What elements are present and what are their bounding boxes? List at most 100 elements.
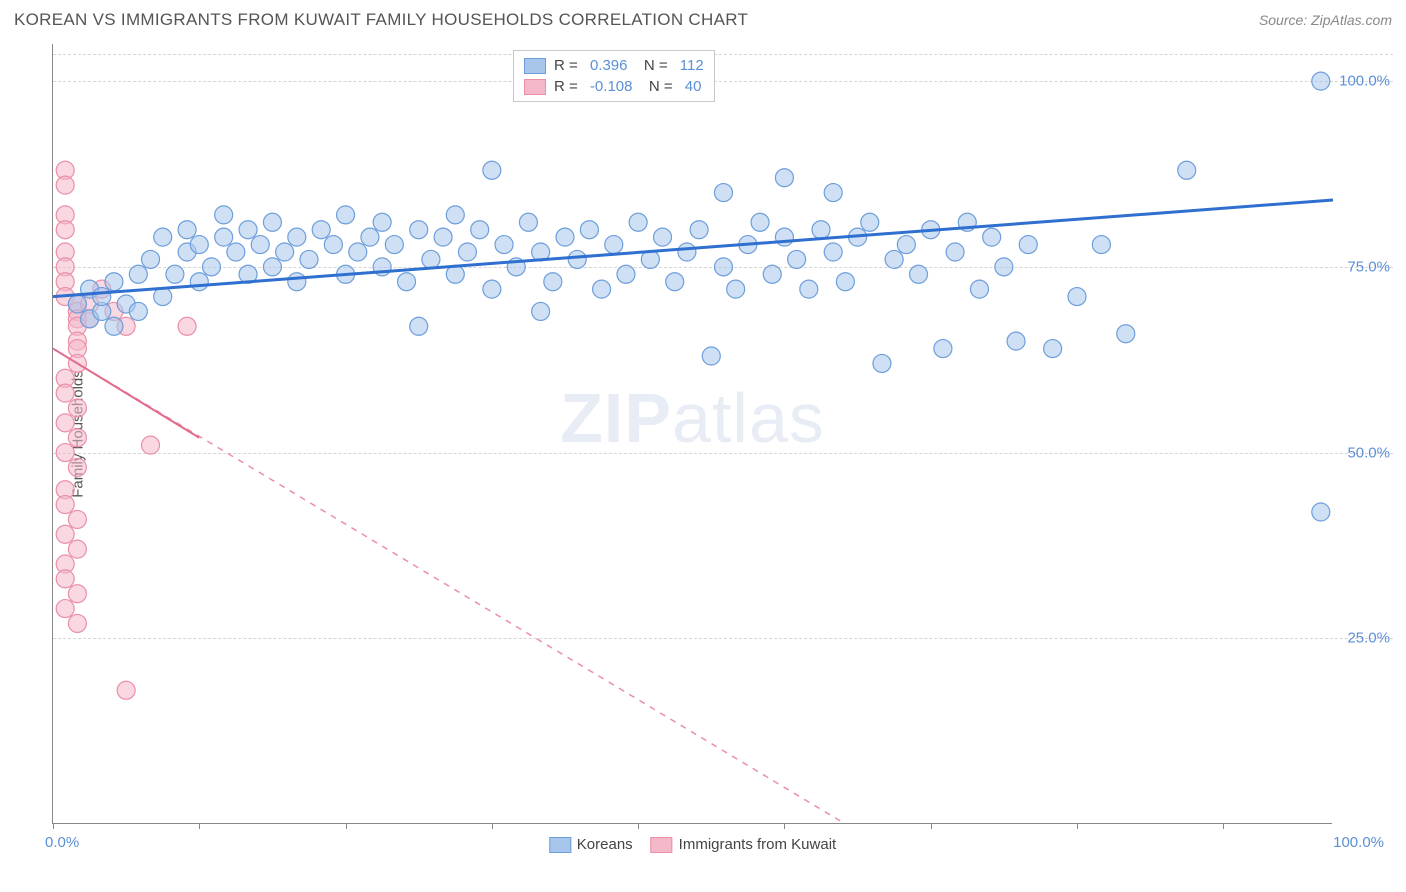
chart-title: KOREAN VS IMMIGRANTS FROM KUWAIT FAMILY … [14,10,748,30]
y-tick-label: 25.0% [1347,630,1390,647]
data-point [714,184,732,202]
series-legend: Koreans Immigrants from Kuwait [549,836,836,853]
data-point [276,243,294,261]
y-tick-label: 75.0% [1347,258,1390,275]
data-point [605,236,623,254]
data-point [885,250,903,268]
legend-row-kuwait: R = -0.108 N = 40 [524,76,704,97]
data-point [666,273,684,291]
data-point [483,280,501,298]
data-point [532,302,550,320]
data-point [519,213,537,231]
data-point [434,228,452,246]
data-point [398,273,416,291]
data-point [215,228,233,246]
data-point [154,228,172,246]
x-tick [1223,823,1224,829]
data-point [68,510,86,528]
x-tick [199,823,200,829]
data-point [1007,332,1025,350]
legend-item-kuwait: Immigrants from Kuwait [651,836,837,853]
swatch-kuwait [524,79,546,95]
data-point [654,228,672,246]
x-tick [1077,823,1078,829]
data-point [251,236,269,254]
data-point [166,265,184,283]
data-point [580,221,598,239]
correlation-legend: R = 0.396 N = 112 R = -0.108 N = 40 [513,50,715,102]
data-point [446,206,464,224]
x-tick [931,823,932,829]
data-point [483,161,501,179]
data-point [824,243,842,261]
data-point [105,317,123,335]
data-point [288,273,306,291]
legend-item-koreans: Koreans [549,836,633,853]
data-point [910,265,928,283]
x-axis-max-label: 100.0% [1333,834,1384,851]
data-point [56,384,74,402]
data-point [178,221,196,239]
data-point [1092,236,1110,254]
data-point [422,250,440,268]
data-point [410,317,428,335]
data-point [68,399,86,417]
data-point [458,243,476,261]
data-point [385,236,403,254]
data-point [190,273,208,291]
data-point [56,221,74,239]
data-point [836,273,854,291]
x-tick [492,823,493,829]
data-point [373,213,391,231]
data-point [983,228,1001,246]
data-point [56,570,74,588]
plot-area: ZIPatlas 25.0%50.0%75.0%100.0% R = 0.396… [52,44,1332,824]
data-point [68,458,86,476]
data-point [410,221,428,239]
data-point [239,221,257,239]
data-point [788,250,806,268]
data-point [824,184,842,202]
legend-row-koreans: R = 0.396 N = 112 [524,55,704,76]
data-point [970,280,988,298]
data-point [897,236,915,254]
scatter-plot [53,44,1333,824]
data-point [995,258,1013,276]
data-point [142,436,160,454]
data-point [861,213,879,231]
data-point [727,280,745,298]
data-point [117,681,135,699]
data-point [629,213,647,231]
data-point [68,614,86,632]
data-point [288,228,306,246]
data-point [129,302,147,320]
data-point [324,236,342,254]
data-point [873,354,891,372]
swatch-koreans [524,58,546,74]
data-point [263,258,281,276]
chart-container: Family Households ZIPatlas 25.0%50.0%75.… [52,44,1392,824]
data-point [227,243,245,261]
data-point [544,273,562,291]
data-point [495,236,513,254]
data-point [56,496,74,514]
data-point [68,585,86,603]
data-point [1178,161,1196,179]
x-axis-min-label: 0.0% [45,834,79,851]
data-point [751,213,769,231]
data-point [775,169,793,187]
data-point [56,176,74,194]
swatch-kuwait-icon [651,837,673,853]
data-point [946,243,964,261]
data-point [349,243,367,261]
data-point [68,540,86,558]
data-point [56,444,74,462]
data-point [763,265,781,283]
data-point [178,317,196,335]
x-tick [784,823,785,829]
y-tick-label: 50.0% [1347,444,1390,461]
data-point [593,280,611,298]
x-tick [638,823,639,829]
data-point [215,206,233,224]
data-point [202,258,220,276]
